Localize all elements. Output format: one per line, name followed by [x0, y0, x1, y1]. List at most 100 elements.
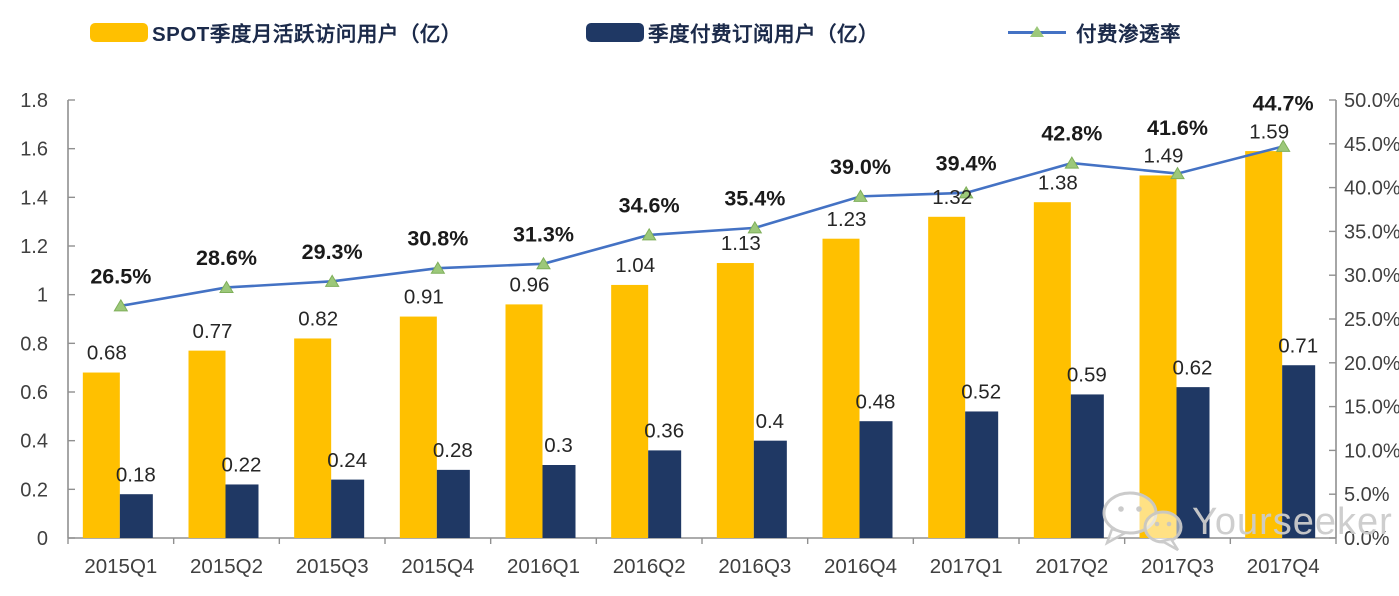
- subscribers-bar: [542, 465, 576, 538]
- mau-value-label: 1.23: [827, 208, 867, 231]
- penetration-marker: [536, 256, 551, 270]
- left-axis-tick-label: 0: [37, 528, 48, 550]
- right-axis-tick-label: 30.0%: [1344, 265, 1399, 287]
- mau-value-label: 0.77: [193, 320, 233, 343]
- subscribers-bar: [965, 411, 999, 538]
- penetration-marker: [958, 185, 974, 199]
- right-axis-tick-label: 0.0%: [1344, 528, 1390, 550]
- subscribers-value-label: 0.59: [1067, 364, 1107, 387]
- x-axis-category-label: 2016Q3: [718, 555, 791, 578]
- subscribers-bar: [1070, 394, 1104, 538]
- mau-value-label: 1.49: [1144, 145, 1184, 168]
- legend-label-mau: SPOT季度月活跃访问用户（亿）: [152, 23, 462, 46]
- mau-bar: [294, 338, 332, 538]
- subscribers-value-label: 0.22: [222, 454, 262, 477]
- mau-bar: [822, 238, 860, 538]
- legend-item-mau: SPOT季度月活跃访问用户（亿）: [90, 20, 462, 46]
- mau-value-label: 1.59: [1249, 120, 1289, 143]
- penetration-value-label: 39.4%: [936, 151, 997, 175]
- left-axis-tick-label: 0.4: [20, 431, 48, 453]
- penetration-marker: [1275, 139, 1291, 152]
- subscribers-bar: [753, 440, 787, 538]
- penetration-value-label: 28.6%: [196, 246, 257, 270]
- left-axis-tick-label: 1.4: [20, 187, 48, 209]
- mau-bar-swatch: [90, 22, 148, 42]
- right-axis-tick-label: 40.0%: [1344, 178, 1399, 200]
- left-axis-tick-label: 1.6: [20, 139, 48, 161]
- subscribers-bar-swatch: [586, 22, 644, 42]
- penetration-marker: [747, 220, 763, 234]
- mau-bar: [1139, 175, 1177, 538]
- x-axis-category-label: 2016Q4: [824, 555, 897, 578]
- mau-value-label: 1.13: [721, 232, 761, 255]
- x-axis-category-label: 2017Q4: [1247, 555, 1320, 578]
- subscribers-value-label: 0.18: [116, 463, 156, 486]
- mau-bar: [82, 372, 120, 538]
- right-axis-tick-label: 35.0%: [1344, 221, 1399, 243]
- legend-label-subscribers: 季度付费订阅用户（亿）: [648, 23, 879, 46]
- subscribers-value-label: 0.48: [856, 390, 896, 413]
- x-axis-category-label: 2017Q3: [1141, 555, 1214, 578]
- subscribers-bar: [331, 479, 365, 538]
- penetration-value-label: 31.3%: [513, 222, 574, 246]
- subscribers-bar: [648, 450, 682, 538]
- mau-value-label: 1.32: [932, 186, 972, 209]
- left-axis-tick-label: 0.8: [20, 333, 48, 355]
- mau-value-label: 1.04: [615, 254, 655, 277]
- penetration-value-label: 30.8%: [407, 227, 468, 251]
- subscribers-bar: [1282, 365, 1316, 538]
- left-axis-tick-label: 1: [37, 285, 48, 307]
- mau-bar: [1245, 151, 1283, 538]
- right-axis-tick-label: 10.0%: [1344, 440, 1399, 462]
- penetration-marker: [324, 274, 340, 287]
- wechat-icon: [1102, 491, 1183, 552]
- mau-value-label: 0.82: [298, 308, 338, 331]
- penetration-marker: [430, 261, 446, 274]
- watermark-text: Yourseeker: [1192, 500, 1393, 543]
- penetration-value-label: 39.0%: [830, 155, 891, 179]
- watermark: Yourseeker: [1100, 490, 1393, 554]
- penetration-marker: [1170, 166, 1185, 180]
- right-axis-tick-label: 25.0%: [1344, 309, 1399, 331]
- legend-label-penetration: 付费渗透率: [1076, 23, 1181, 46]
- right-axis-tick-label: 15.0%: [1344, 397, 1399, 419]
- x-axis-category-label: 2017Q1: [930, 555, 1003, 578]
- subscribers-bar: [225, 484, 259, 538]
- mau-bar: [928, 216, 966, 539]
- right-axis-tick-label: 50.0%: [1344, 90, 1399, 112]
- left-axis-tick-label: 1.2: [20, 236, 48, 258]
- penetration-value-label: 41.6%: [1147, 116, 1208, 140]
- penetration-marker: [853, 189, 868, 202]
- subscribers-value-label: 0.71: [1278, 334, 1318, 357]
- mau-value-label: 1.38: [1038, 171, 1078, 194]
- penetration-value-label: 26.5%: [90, 264, 151, 288]
- mau-value-label: 0.68: [87, 342, 127, 365]
- right-axis-tick-label: 5.0%: [1344, 484, 1390, 506]
- x-axis-category-label: 2015Q1: [84, 555, 157, 578]
- subscribers-value-label: 0.3: [544, 434, 573, 457]
- mau-bar: [611, 284, 649, 538]
- subscribers-value-label: 0.52: [961, 381, 1001, 404]
- penetration-marker: [1064, 156, 1080, 169]
- right-axis-tick-label: 20.0%: [1344, 353, 1399, 375]
- mau-bar: [716, 263, 754, 538]
- subscribers-value-label: 0.28: [433, 439, 473, 462]
- subscribers-value-label: 0.62: [1173, 356, 1213, 379]
- mau-value-label: 0.96: [510, 274, 550, 297]
- x-axis-category-label: 2015Q4: [401, 555, 474, 578]
- penetration-line-swatch: [1008, 23, 1066, 42]
- legend-item-subscribers: 季度付费订阅用户（亿）: [586, 20, 879, 46]
- penetration-line: [120, 145, 1284, 308]
- mau-bar: [1033, 202, 1071, 538]
- subscribers-bar: [119, 494, 153, 538]
- subscribers-bar: [1176, 387, 1210, 538]
- subscribers-bar: [859, 421, 893, 538]
- right-axis-tick-label: 45.0%: [1344, 134, 1399, 156]
- x-axis-category-label: 2016Q1: [507, 555, 580, 578]
- penetration-value-label: 42.8%: [1041, 122, 1102, 146]
- penetration-value-label: 35.4%: [724, 186, 785, 210]
- penetration-marker: [113, 298, 129, 312]
- subscribers-value-label: 0.4: [756, 410, 785, 433]
